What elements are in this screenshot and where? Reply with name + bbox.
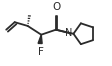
Text: F: F — [38, 47, 44, 57]
Polygon shape — [38, 35, 42, 44]
Text: N: N — [64, 28, 71, 38]
Text: O: O — [52, 2, 60, 12]
